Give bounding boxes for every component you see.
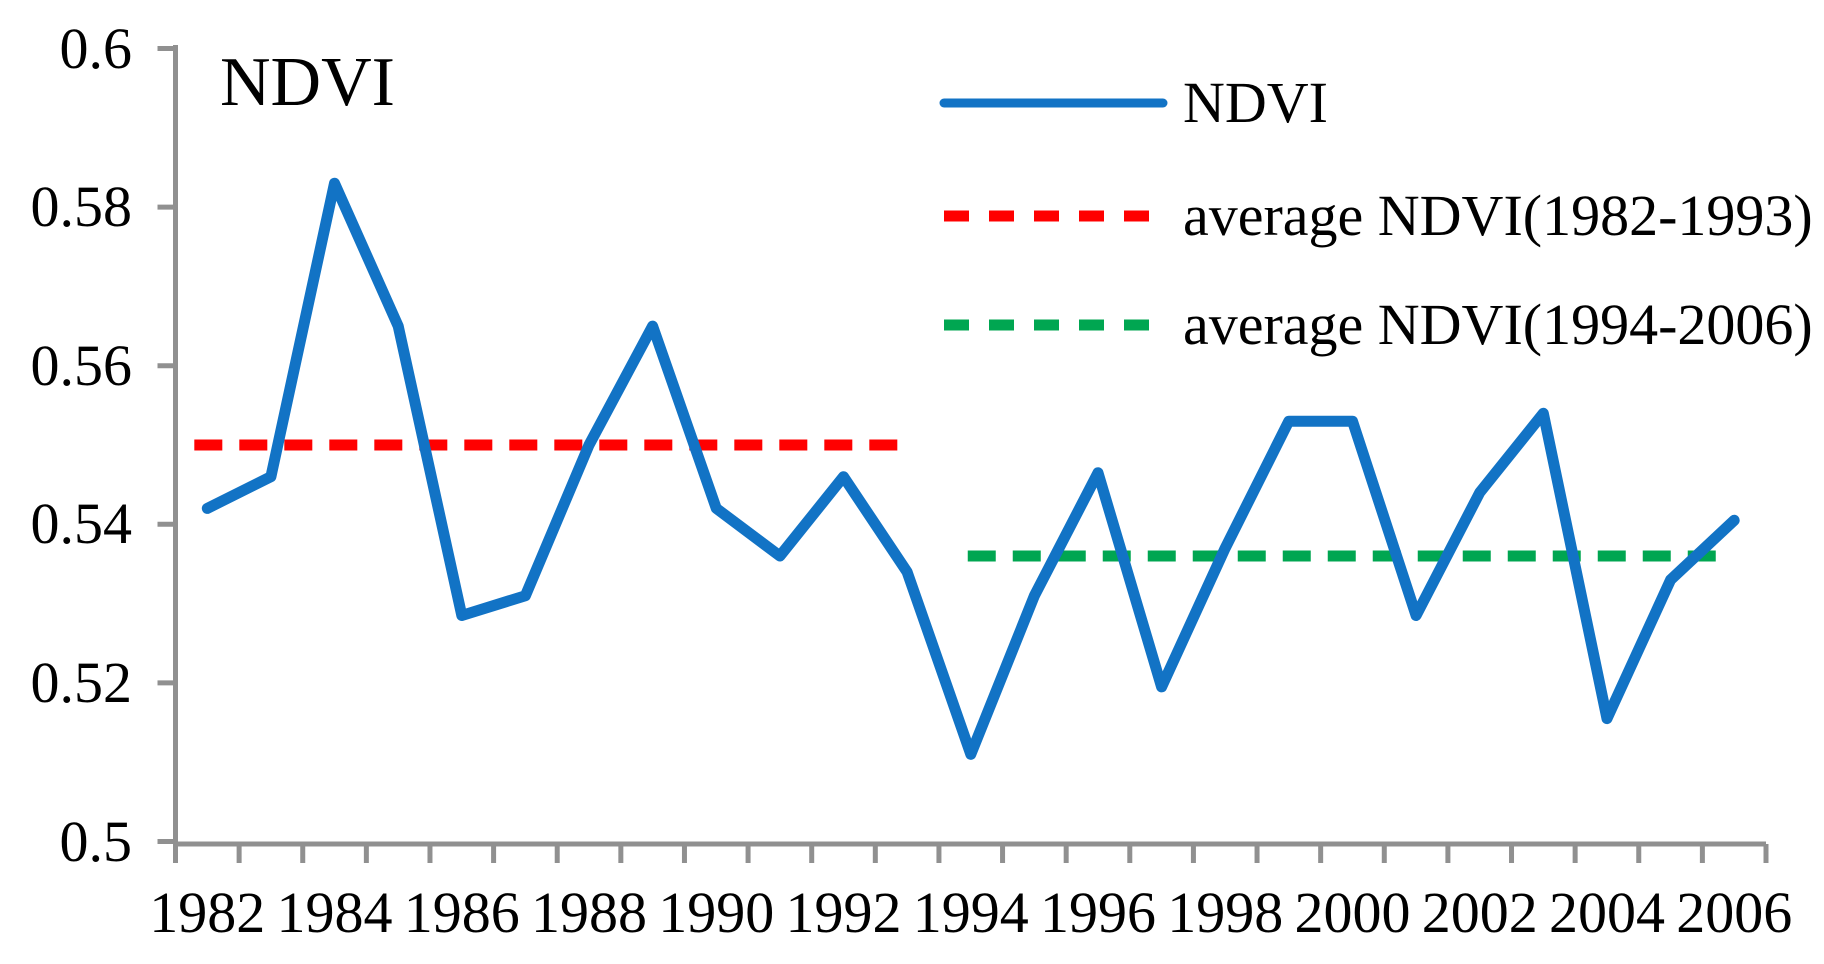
- x-axis-tick-label: 1986: [403, 880, 520, 945]
- ndvi-series-line: [201, 177, 1740, 760]
- y-axis-tick-label: 0.52: [30, 649, 133, 715]
- y-axis-tick-label: 0.58: [30, 174, 133, 240]
- legend-label-ndvi: NDVI: [1183, 70, 1328, 135]
- x-axis-tick-label: 1982: [149, 880, 266, 945]
- x-axis-tick-label: 1992: [785, 880, 902, 945]
- x-axis-tick-label: 2002: [1421, 880, 1538, 945]
- x-axis-tick-label: 1990: [658, 880, 775, 945]
- chart-title: NDVI: [220, 44, 395, 121]
- x-axis-tick-label: 1984: [276, 880, 393, 945]
- legend-label-average-1994-2006: average NDVI(1994-2006): [1183, 292, 1813, 357]
- y-axis-tick-label: 0.54: [30, 491, 133, 557]
- x-axis-tick-label: 2004: [1548, 880, 1665, 945]
- x-axis-tick-label: 1994: [912, 880, 1029, 945]
- axes-and-ticks: [157, 45, 1769, 863]
- legend-label-average-1982-1993: average NDVI(1982-1993): [1183, 183, 1813, 248]
- y-axis-tick-label: 0.56: [30, 332, 133, 398]
- x-axis-tick-label: 2000: [1294, 880, 1411, 945]
- x-axis-tick-label: 1998: [1167, 880, 1284, 945]
- y-axis-tick-label: 0.6: [59, 15, 133, 81]
- x-axis-tick-label: 1996: [1039, 880, 1156, 945]
- x-axis-tick-label: 1988: [531, 880, 648, 945]
- y-axis-tick-label: 0.5: [59, 808, 133, 874]
- x-axis-tick-label: 2006: [1676, 880, 1793, 945]
